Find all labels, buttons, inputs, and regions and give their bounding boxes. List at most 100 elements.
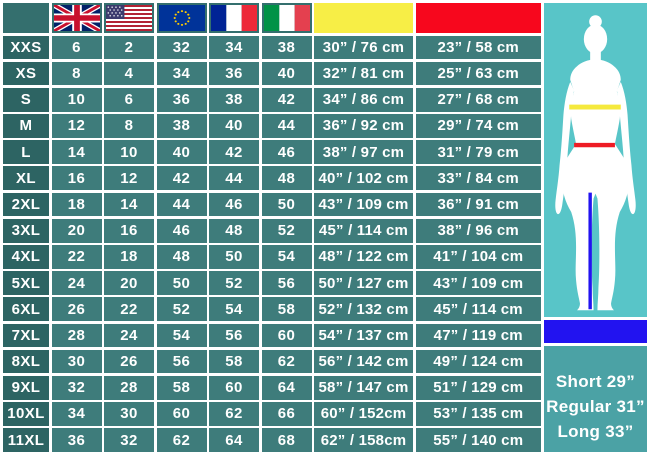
us-size-cell: 4 <box>104 61 154 86</box>
bust-column-header <box>314 3 413 33</box>
it-size-cell: 46 <box>261 140 312 164</box>
it-size-cell: 64 <box>261 375 312 400</box>
uk-size-cell: 30 <box>51 349 102 374</box>
it-size-cell: 48 <box>261 166 312 191</box>
france-flag-icon <box>209 3 259 33</box>
waist-measure-cell: 47” / 119 cm <box>415 323 541 348</box>
fr-size-cell: 50 <box>209 245 259 269</box>
fr-size-cell: 52 <box>209 271 259 295</box>
waist-measure-cell: 36” / 91 cm <box>415 192 541 217</box>
bust-measure-cell: 50” / 127 cm <box>314 271 413 295</box>
fr-size-cell: 60 <box>209 375 259 400</box>
size-cell: 4XL <box>3 245 49 269</box>
eu-size-cell: 62 <box>156 428 207 452</box>
fr-size-cell: 34 <box>209 35 259 60</box>
measurement-guide-panel: Short 29” Regular 31” Long 33” <box>543 0 650 455</box>
us-size-cell: 24 <box>104 323 154 348</box>
uk-flag-icon <box>51 3 102 33</box>
bust-measure-cell: 52” / 132 cm <box>314 297 413 322</box>
it-size-cell: 56 <box>261 271 312 295</box>
length-option-short: Short 29” <box>555 372 636 391</box>
waist-column-header <box>415 3 541 33</box>
size-cell: XL <box>3 166 49 191</box>
waist-measure-cell: 27” / 68 cm <box>415 87 541 112</box>
uk-size-cell: 22 <box>51 245 102 269</box>
us-size-cell: 16 <box>104 218 154 243</box>
leg-length-panel: Short 29” Regular 31” Long 33” <box>544 346 647 452</box>
it-size-cell: 42 <box>261 87 312 112</box>
us-size-cell: 10 <box>104 140 154 164</box>
it-size-cell: 58 <box>261 297 312 322</box>
uk-size-cell: 16 <box>51 166 102 191</box>
size-cell: XS <box>3 61 49 86</box>
us-size-cell: 20 <box>104 271 154 295</box>
bust-measure-cell: 38” / 97 cm <box>314 140 413 164</box>
fr-size-cell: 56 <box>209 323 259 348</box>
size-cell: 2XL <box>3 192 49 217</box>
uk-size-cell: 8 <box>51 61 102 86</box>
waist-measure-cell: 55” / 140 cm <box>415 428 541 452</box>
waist-measure-cell: 25” / 63 cm <box>415 61 541 86</box>
size-table-body: XXS 6 2 32 34 38 30” / 76 cm 23” / 58 cm… <box>3 3 541 452</box>
bust-measure-cell: 62” / 158cm <box>314 428 413 452</box>
size-cell: 11XL <box>3 428 49 452</box>
us-size-cell: 14 <box>104 192 154 217</box>
uk-size-cell: 36 <box>51 428 102 452</box>
uk-size-cell: 14 <box>51 140 102 164</box>
us-size-cell: 18 <box>104 245 154 269</box>
us-size-cell: 6 <box>104 87 154 112</box>
size-cell: 5XL <box>3 271 49 295</box>
bust-measure-cell: 43” / 109 cm <box>314 192 413 217</box>
size-cell: M <box>3 114 49 138</box>
bust-measure-cell: 40” / 102 cm <box>314 166 413 191</box>
size-cell: XXS <box>3 35 49 60</box>
length-option-regular: Regular 31” <box>546 397 645 416</box>
fr-size-cell: 58 <box>209 349 259 374</box>
us-flag-icon <box>104 3 154 33</box>
it-size-cell: 66 <box>261 402 312 426</box>
size-cell: 3XL <box>3 218 49 243</box>
uk-size-cell: 24 <box>51 271 102 295</box>
size-cell: S <box>3 87 49 112</box>
eu-size-cell: 36 <box>156 87 207 112</box>
it-size-cell: 40 <box>261 61 312 86</box>
eu-size-cell: 44 <box>156 192 207 217</box>
us-size-cell: 32 <box>104 428 154 452</box>
uk-size-cell: 34 <box>51 402 102 426</box>
uk-size-cell: 10 <box>51 87 102 112</box>
eu-size-cell: 34 <box>156 61 207 86</box>
bust-measure-cell: 60” / 152cm <box>314 402 413 426</box>
bust-measure-cell: 36” / 92 cm <box>314 114 413 138</box>
uk-size-cell: 6 <box>51 35 102 60</box>
length-option-long: Long 33” <box>557 422 634 441</box>
it-size-cell: 52 <box>261 218 312 243</box>
fr-size-cell: 44 <box>209 166 259 191</box>
it-size-cell: 62 <box>261 349 312 374</box>
us-size-cell: 26 <box>104 349 154 374</box>
it-size-cell: 60 <box>261 323 312 348</box>
fr-size-cell: 36 <box>209 61 259 86</box>
it-size-cell: 50 <box>261 192 312 217</box>
fr-size-cell: 64 <box>209 428 259 452</box>
eu-size-cell: 54 <box>156 323 207 348</box>
size-cell: 9XL <box>3 375 49 400</box>
eu-size-cell: 60 <box>156 402 207 426</box>
eu-size-cell: 58 <box>156 375 207 400</box>
waist-measure-cell: 29” / 74 cm <box>415 114 541 138</box>
it-size-cell: 38 <box>261 35 312 60</box>
waist-measure-cell: 51” / 129 cm <box>415 375 541 400</box>
fr-size-cell: 42 <box>209 140 259 164</box>
fr-size-cell: 48 <box>209 218 259 243</box>
bust-measure-cell: 58” / 147 cm <box>314 375 413 400</box>
it-size-cell: 44 <box>261 114 312 138</box>
waist-measure-cell: 38” / 96 cm <box>415 218 541 243</box>
uk-size-cell: 32 <box>51 375 102 400</box>
waist-measure-cell: 41” / 104 cm <box>415 245 541 269</box>
waist-measure-cell: 23” / 58 cm <box>415 35 541 60</box>
waist-measure-cell: 49” / 124 cm <box>415 349 541 374</box>
us-size-cell: 8 <box>104 114 154 138</box>
waist-measure-cell: 31” / 79 cm <box>415 140 541 164</box>
us-size-cell: 12 <box>104 166 154 191</box>
eu-size-cell: 42 <box>156 166 207 191</box>
bust-measure-cell: 54” / 137 cm <box>314 323 413 348</box>
